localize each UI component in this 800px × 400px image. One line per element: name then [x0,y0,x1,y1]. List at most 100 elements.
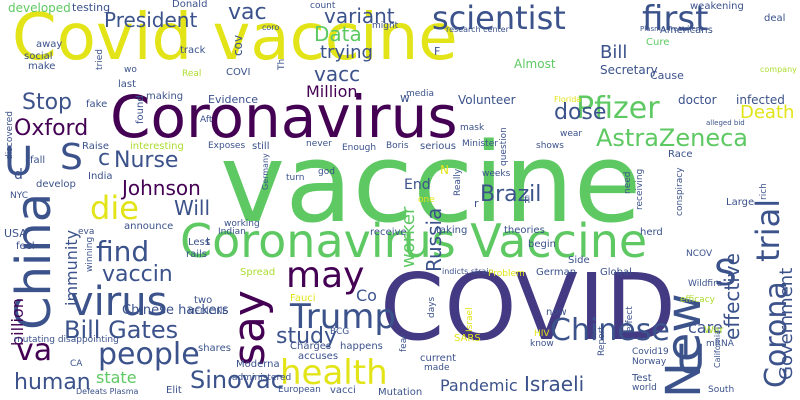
word-cov: cov [231,34,245,56]
word-usa: USA [4,227,27,240]
word-ncov: NCOV [686,249,713,259]
word-last: last [118,79,137,90]
word-indicts-strain: indicts strain [442,267,494,276]
word-away: away [36,39,63,50]
word-c: c [98,146,111,171]
word-theories: theories [504,225,545,236]
word-really: Really [453,168,463,196]
word-make: make [28,61,56,72]
word-shares: shares [198,343,231,354]
word-never: never [306,139,332,149]
word-trial: trial [749,198,787,262]
word-variant: variant [324,4,395,28]
word-dose: dose [554,100,607,125]
word-vaccine: vaccine [220,119,642,247]
word-covi: COVI [226,67,251,78]
word-israeli: Israeli [524,372,585,396]
word-social: social [24,51,53,62]
word-test: Test [632,373,652,384]
word-evidence: Evidence [208,93,259,106]
word-weakening: weakening [690,1,744,12]
word-might: might [372,21,399,31]
word-donald: Donald [172,0,208,10]
word-n: N [440,163,449,177]
word-found: found [135,95,146,124]
word-florida: Florida [554,95,582,104]
word-immunity: immunity [62,229,81,306]
word-large: Large [726,197,755,208]
word-receive: receive [370,227,407,238]
word-accuses: accuses [298,351,339,362]
word-oxford: Oxford [14,116,89,141]
word-now: now [546,307,567,318]
word-care: care [688,318,723,337]
word-fall: fall [30,155,46,166]
word-exposes: Exposes [208,141,246,151]
word-virus: virus [70,279,168,325]
word-know: know [530,339,554,349]
word-war: War [704,325,724,336]
word-wo: wo [124,65,137,75]
word-rails: rails [186,249,208,260]
word-pfizer: Pfizer [576,91,660,126]
word-health: health [280,353,388,393]
word-volunteer: Volunteer [458,93,516,107]
word-god: god [318,167,335,177]
word-f: F [434,45,441,58]
word-israel: Israel [465,307,475,332]
word-mrna: mRNA [706,339,734,349]
word-administered: administered [232,373,292,383]
word-winning: winning [85,236,95,272]
word-alleged-bid: alleged bid [706,119,745,127]
word-infected: infected [736,93,785,107]
word-mask: mask [460,123,485,133]
word-russia: Russia [422,207,446,272]
word-coro: coro [262,23,280,32]
word-discovered: discovered [5,111,15,160]
word-south: South [708,385,735,395]
word-testing: testing [72,1,111,14]
word-th: Th [277,58,287,70]
word-covid19: Covid19 [632,347,669,357]
word-germany: Germany [261,153,270,190]
word-cure: Cure [646,37,670,48]
word-president: President [104,8,198,32]
word-defeats-plasma: Defeats Plasma [76,387,139,396]
word-d: d [14,167,23,183]
word-report: Report [597,326,607,356]
word-one: one [418,195,435,205]
word-effect: effect [625,306,635,332]
word-may: may [286,255,365,296]
word-developed: developed [8,1,71,15]
word-eva: eva [78,227,95,237]
word-brazil: Brazil [480,182,542,207]
word-boris: Boris [386,141,409,151]
word-moderna: Moderna [236,359,280,370]
word-die: die [90,189,139,227]
word-charges: Charges [290,341,332,352]
word-study: study [276,324,338,349]
word-doctor: doctor [678,93,717,107]
word-still: still [252,141,270,152]
word-vacc: vacc [314,62,361,86]
word-india: India [88,171,113,182]
word-secretary: Secretary [600,63,658,77]
word-people: people [98,337,200,372]
word-will: Will [174,196,211,220]
word-vac: vac [228,0,267,25]
word-making: making [146,91,184,102]
word-begin: begin [528,239,556,250]
word-german: German [536,267,577,278]
word-track: track [180,45,206,56]
word-california: California [713,330,722,368]
word-world: world [632,383,657,393]
word-death: Death [740,102,795,123]
word-fear: fear [399,334,409,352]
word-receiving: receiving [635,168,645,210]
word-working: working [224,219,260,229]
word-u-left: U [4,139,34,185]
word-develop: develop [36,179,76,190]
word-w: w [400,91,410,105]
word-ca: CA [70,359,83,369]
